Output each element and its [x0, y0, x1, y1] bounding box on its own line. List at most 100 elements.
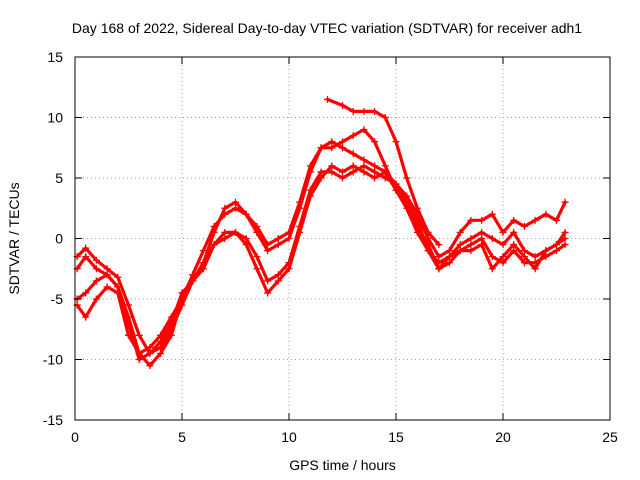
x-tick-label: 5	[178, 429, 186, 445]
data-point-marker	[146, 349, 154, 357]
data-point-marker	[178, 295, 186, 303]
data-point-marker	[317, 144, 325, 152]
data-point-marker	[499, 241, 507, 249]
data-point-marker	[510, 228, 518, 236]
data-point-marker	[92, 256, 100, 264]
data-point-marker	[510, 241, 518, 249]
data-point-marker	[531, 216, 539, 224]
data-point-marker	[339, 168, 346, 176]
data-point-marker	[456, 228, 464, 236]
data-point-marker	[285, 235, 293, 242]
data-point-marker	[553, 241, 560, 249]
data-point-marker	[125, 331, 132, 339]
grid-lines	[75, 57, 610, 420]
data-point-marker	[435, 253, 443, 261]
data-point-marker	[403, 174, 411, 182]
data-point-marker	[306, 192, 314, 200]
data-point-marker	[82, 244, 90, 252]
data-point-marker	[274, 241, 282, 249]
data-point-marker	[403, 198, 411, 206]
series-day-4	[73, 162, 569, 357]
data-point-marker	[157, 331, 165, 339]
data-point-marker	[520, 253, 528, 261]
data-point-marker	[413, 216, 421, 224]
data-point-marker	[360, 168, 368, 176]
data-point-marker	[520, 259, 528, 267]
data-point-marker	[467, 247, 475, 255]
data-point-marker	[242, 241, 250, 249]
data-point-marker	[467, 241, 475, 249]
series-line	[75, 164, 567, 362]
data-point-marker	[456, 247, 464, 255]
data-point-marker	[499, 259, 507, 267]
data-point-marker	[520, 247, 528, 255]
data-point-marker	[189, 277, 197, 285]
data-point-marker	[328, 138, 336, 146]
data-point-marker	[92, 265, 100, 273]
data-point-marker	[446, 253, 453, 261]
data-point-marker	[349, 132, 357, 140]
data-point-marker	[324, 95, 332, 103]
data-point-marker	[264, 277, 272, 285]
data-point-marker	[285, 228, 293, 236]
data-point-marker	[253, 265, 261, 273]
data-point-marker	[242, 210, 250, 218]
data-point-marker	[381, 168, 389, 176]
data-point-marker	[296, 198, 304, 206]
data-point-marker	[328, 168, 336, 176]
y-tick-label: -10	[43, 352, 63, 368]
chart-title: Day 168 of 2022, Sidereal Day-to-day VTE…	[72, 20, 582, 36]
data-point-marker	[488, 265, 496, 273]
data-point-marker	[146, 343, 154, 351]
data-point-marker	[274, 277, 282, 285]
data-point-marker	[296, 228, 304, 236]
data-point-marker	[510, 216, 518, 224]
data-point-marker	[561, 235, 569, 242]
data-point-marker	[82, 253, 90, 261]
data-point-marker	[114, 273, 122, 281]
data-point-marker	[561, 228, 569, 236]
data-point-marker	[135, 331, 143, 339]
data-point-marker	[82, 289, 90, 297]
data-point-marker	[82, 313, 90, 321]
data-point-marker	[478, 235, 486, 242]
data-point-marker	[103, 271, 111, 279]
data-point-marker	[424, 228, 432, 236]
data-point-marker	[328, 162, 336, 170]
data-point-marker	[221, 204, 229, 212]
data-point-marker	[381, 162, 389, 170]
data-point-marker	[125, 301, 132, 309]
data-point-marker	[488, 210, 496, 218]
data-point-marker	[435, 265, 443, 273]
data-point-marker	[488, 253, 496, 261]
data-point-marker	[531, 253, 539, 261]
x-tick-label: 15	[388, 429, 404, 445]
data-point-marker	[488, 235, 496, 242]
data-point-marker	[371, 168, 379, 176]
data-point-marker	[317, 174, 325, 182]
data-point-marker	[360, 107, 368, 115]
data-point-marker	[221, 210, 229, 218]
data-point-marker	[561, 198, 569, 206]
data-point-marker	[381, 114, 389, 121]
data-point-marker	[264, 289, 272, 297]
series-day-5	[324, 95, 443, 249]
data-point-marker	[199, 265, 207, 273]
data-point-marker	[435, 241, 443, 249]
data-point-marker	[92, 277, 100, 285]
data-point-marker	[424, 247, 432, 255]
series-line	[75, 128, 567, 368]
x-tick-label: 0	[71, 429, 79, 445]
x-axis-title: GPS time / hours	[289, 457, 396, 473]
data-point-marker	[349, 150, 357, 158]
data-point-marker	[167, 331, 175, 339]
y-tick-label: 15	[47, 49, 63, 65]
data-point-marker	[103, 265, 111, 273]
data-point-marker	[478, 216, 486, 224]
data-point-marker	[520, 222, 528, 230]
data-point-marker	[349, 162, 357, 170]
data-point-marker	[114, 289, 122, 297]
data-point-marker	[371, 162, 379, 170]
data-point-marker	[264, 241, 272, 249]
